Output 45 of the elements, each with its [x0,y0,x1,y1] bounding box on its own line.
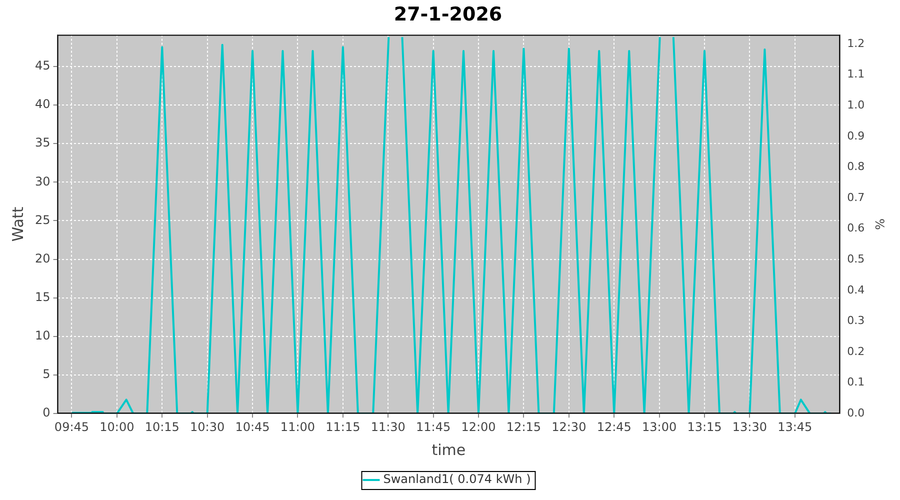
y-axis-title: Watt [8,206,27,242]
y-tick-label: 15 [34,290,50,304]
chart-title: 27-1-2026 [394,3,502,26]
y-tick-label: 45 [34,58,50,73]
y2-tick-label: 0.9 [847,129,865,142]
x-tick-label: 09:45 [54,420,90,434]
x-axis-title: time [432,440,466,459]
y-tick-label: 40 [34,97,50,112]
x-tick-label: 10:15 [144,420,180,434]
x-tick-label: 12:00 [461,420,496,434]
x-tick-label: 12:15 [506,420,542,434]
y2-tick-label: 1.2 [847,36,865,50]
x-tick-label: 10:45 [235,420,270,434]
x-tick-label: 12:45 [596,420,632,434]
y2-tick-label: 0.3 [847,314,865,328]
x-tick-label: 11:00 [280,420,316,434]
y-tick-label: 20 [34,251,50,266]
y2-tick-label: 0.8 [847,160,865,174]
y-tick-label: 10 [34,328,50,343]
x-tick-label: 11:30 [370,420,406,434]
x-tick-label: 13:45 [778,420,812,434]
y-tick-label: 30 [34,174,50,188]
x-tick-label: 11:15 [326,420,360,434]
y2-axis-title: % [872,218,887,230]
y-tick-label: 35 [34,136,50,150]
y2-tick-label: 0.4 [847,283,865,296]
x-tick-label: 13:15 [687,420,722,434]
y2-tick-label: 1.0 [847,98,865,112]
y2-tick-label: 0.1 [847,376,865,389]
x-tick-label: 10:00 [100,420,134,434]
x-tick-label: 10:30 [190,420,225,434]
x-tick-label: 11:45 [416,420,451,434]
y2-tick-label: 0.0 [847,406,865,420]
y2-tick-label: 1.1 [847,68,865,81]
y2-tick-label: 0.6 [847,222,865,235]
legend-label: Swanland1( 0.074 kWh ) [383,472,531,486]
x-tick-label: 13:30 [732,420,768,434]
y-tick-label: 0 [42,406,50,420]
y2-tick-label: 0.2 [847,344,865,358]
x-tick-label: 12:30 [552,420,586,434]
y2-tick-label: 0.7 [847,190,865,204]
y-tick-label: 25 [34,212,50,227]
y-tick-label: 5 [42,367,50,382]
y2-tick-label: 0.5 [847,252,865,266]
x-tick-label: 13:00 [642,420,677,434]
